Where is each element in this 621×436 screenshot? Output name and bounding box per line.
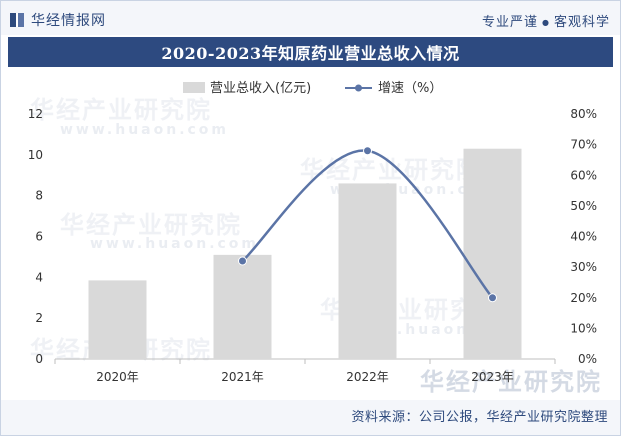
x-tick-label: 2022年 bbox=[346, 370, 389, 384]
bar bbox=[463, 148, 522, 359]
y-right-tick-label: 60% bbox=[570, 168, 597, 182]
growth-line bbox=[238, 146, 497, 303]
growth-point bbox=[363, 146, 372, 156]
y-left-tick-label: 0 bbox=[35, 352, 43, 366]
x-tick-label: 2023年 bbox=[471, 370, 514, 384]
slogan-dot-icon: ● bbox=[542, 18, 550, 27]
header-bar: 华经情报网 专业严谨 ● 客观科学 bbox=[1, 1, 620, 35]
legend-bar-label: 营业总收入(亿元) bbox=[210, 81, 311, 96]
legend-line-marker bbox=[355, 84, 362, 92]
legend: 营业总收入(亿元) 增速（%） bbox=[183, 81, 442, 96]
y-left-tick-label: 6 bbox=[35, 230, 43, 244]
bars bbox=[88, 148, 522, 359]
bar bbox=[88, 280, 147, 359]
y-left-tick-label: 4 bbox=[35, 270, 43, 284]
title-bar: 2020-2023年知原药业营业总收入情况 bbox=[8, 37, 613, 67]
chart-title: 2020-2023年知原药业营业总收入情况 bbox=[161, 44, 460, 63]
y-right-tick-label: 80% bbox=[570, 107, 597, 121]
y-right-tick-label: 30% bbox=[570, 260, 597, 274]
bar bbox=[338, 183, 397, 359]
bar bbox=[213, 254, 272, 359]
slogan-right: 客观科学 bbox=[553, 15, 610, 30]
y-right-tick-label: 70% bbox=[570, 138, 597, 152]
y-left-tick-label: 10 bbox=[28, 148, 43, 162]
brand-name: 华经情报网 bbox=[31, 13, 106, 29]
footer-bar: 资料来源：公司公报，华经产业研究院整理 bbox=[1, 400, 620, 435]
y-right-tick-label: 50% bbox=[570, 199, 597, 213]
legend-bar-swatch bbox=[183, 82, 205, 93]
y-right-tick-label: 10% bbox=[570, 321, 597, 335]
chart-svg: 营业总收入(亿元) 增速（%） 2020年 2021年 2022年 2023年 0 2 4 6… bbox=[28, 81, 597, 384]
y-right-tick-label: 0% bbox=[578, 352, 597, 366]
axes: 2020年 2021年 2022年 2023年 0 2 4 6 8 10 12 0% 10% 20% 30%… bbox=[28, 107, 597, 384]
growth-point bbox=[238, 256, 247, 266]
y-right-tick-label: 20% bbox=[570, 291, 597, 305]
brand[interactable]: 华经情报网 bbox=[9, 10, 106, 30]
x-tick-label: 2020年 bbox=[96, 370, 139, 384]
growth-point bbox=[488, 293, 497, 303]
y-left-tick-label: 12 bbox=[28, 107, 43, 121]
y-right-tick-label: 40% bbox=[570, 230, 597, 244]
slogan-left: 专业严谨 bbox=[481, 15, 538, 30]
source-note: 资料来源：公司公报，华经产业研究院整理 bbox=[351, 410, 608, 425]
y-left-tick-label: 8 bbox=[35, 189, 43, 203]
x-tick-label: 2021年 bbox=[221, 370, 264, 384]
slogan: 专业严谨 ● 客观科学 bbox=[482, 11, 610, 30]
y-left-tick-label: 2 bbox=[35, 311, 43, 325]
legend-line-label: 增速（%） bbox=[378, 81, 442, 96]
brand-logo-icon bbox=[10, 13, 24, 27]
